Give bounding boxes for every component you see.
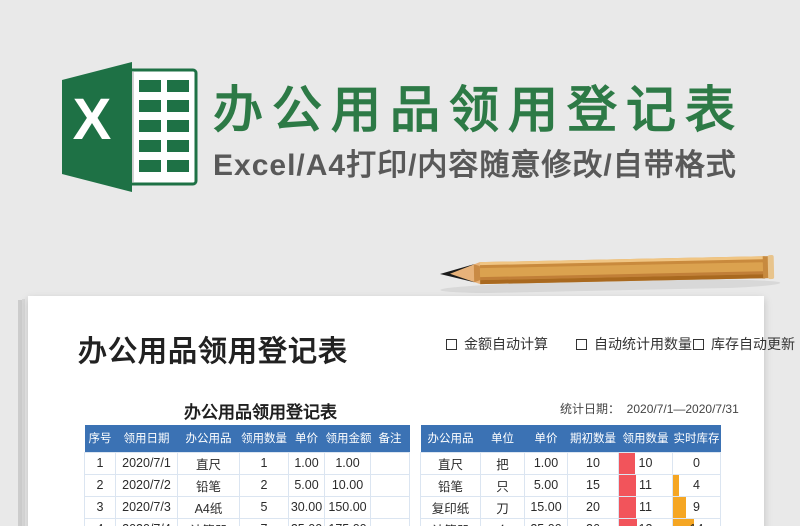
svg-text:X: X	[73, 87, 112, 152]
